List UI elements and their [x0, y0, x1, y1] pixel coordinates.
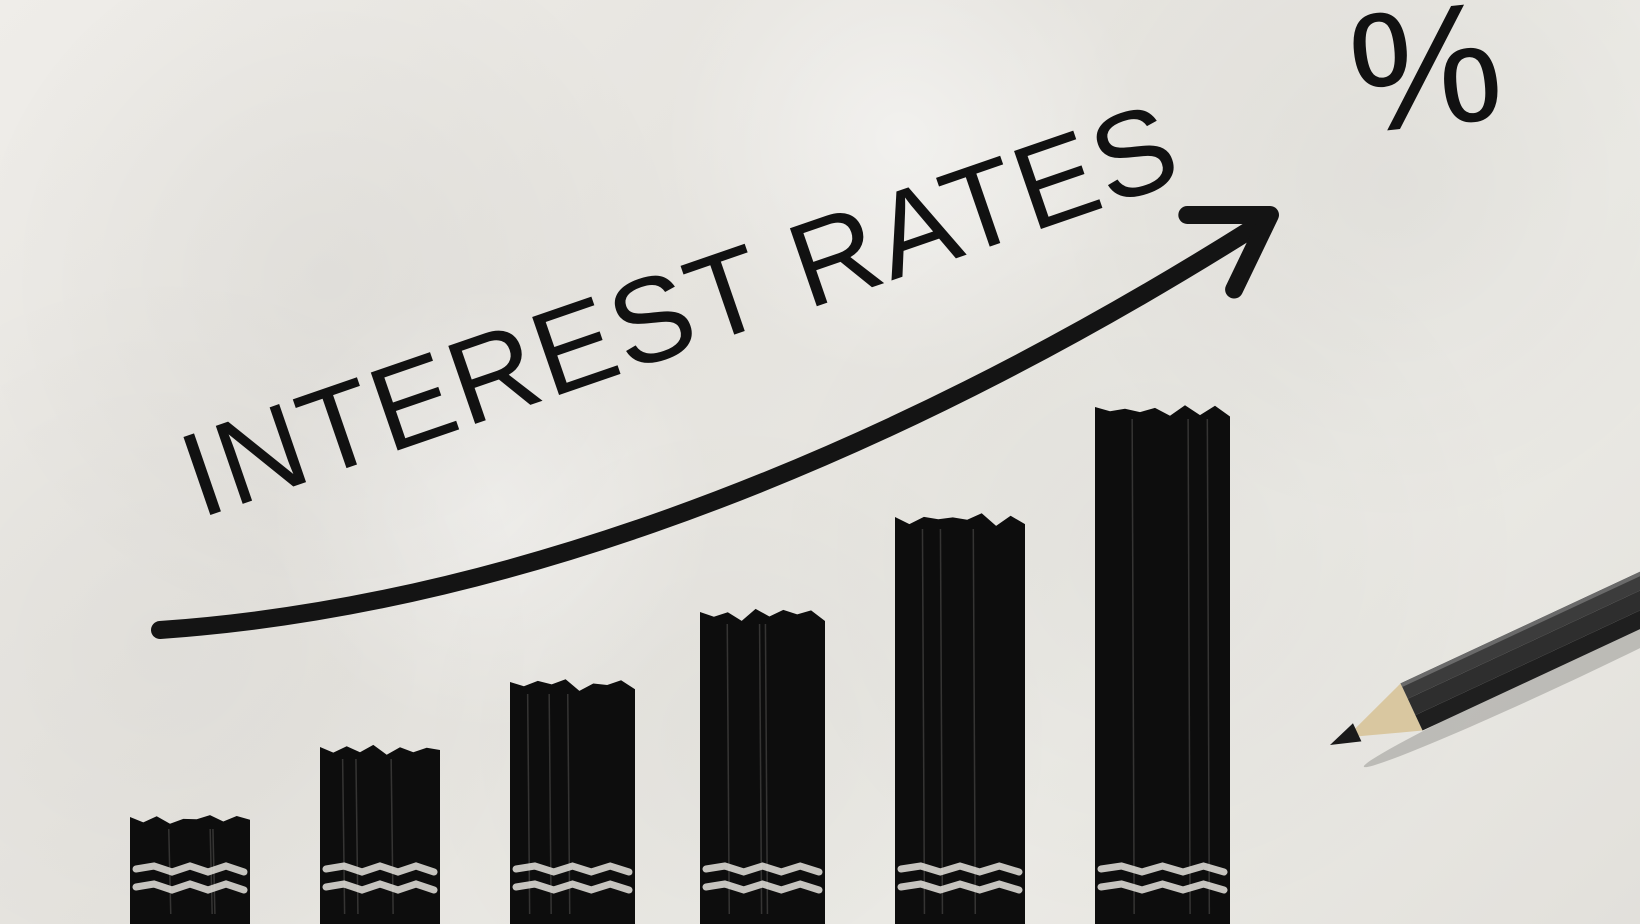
- infographic-stage: INTEREST RATES %: [0, 0, 1640, 924]
- chart-bar: [895, 509, 1025, 924]
- chart-bar: [320, 739, 440, 924]
- chart-bar: [510, 674, 635, 924]
- chart-bar: [1095, 399, 1230, 924]
- chart-bar: [700, 604, 825, 924]
- chart-bar: [130, 809, 250, 924]
